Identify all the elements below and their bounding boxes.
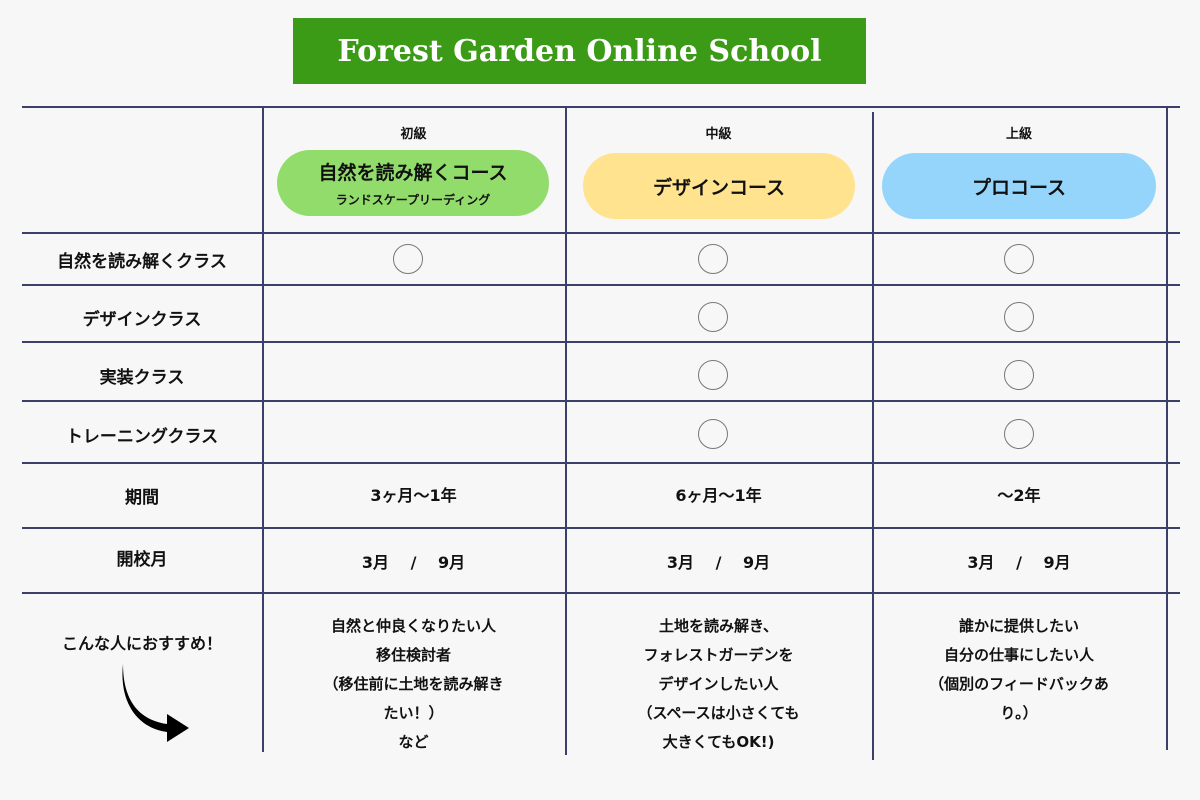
recommend-line: など <box>398 733 429 751</box>
circle-icon <box>1004 360 1034 390</box>
circle-icon <box>698 419 728 449</box>
column-divider <box>565 106 567 755</box>
curved-arrow-icon <box>115 662 195 742</box>
course-pill: 自然を読み解くコースランドスケープリーディング <box>277 150 549 216</box>
recommend-line: （個別のフィードバックあ <box>929 675 1109 693</box>
row-label-recommend: こんな人におすすめ！ <box>61 634 222 653</box>
start-month-value: 3月 / 9月 <box>361 553 466 572</box>
recommend-line: たい！） <box>383 704 444 722</box>
row-divider <box>22 284 1180 286</box>
recommend-line: （スペースは小さくても <box>637 704 800 722</box>
column-divider <box>872 112 874 760</box>
recommend-line: 大きくてもOK!) <box>662 733 775 751</box>
row-divider <box>22 106 1180 108</box>
recommend-line: 土地を読み解き、 <box>659 617 778 635</box>
column-divider <box>262 106 264 752</box>
circle-icon <box>698 360 728 390</box>
circle-icon <box>1004 302 1034 332</box>
circle-icon <box>1004 244 1034 274</box>
course-level: 初級 <box>400 127 427 142</box>
row-label-period: 期間 <box>125 488 159 508</box>
circle-icon <box>1004 419 1034 449</box>
recommend-line: デザインしたい人 <box>658 675 779 693</box>
recommend-text: 土地を読み解き、 フォレストガーデンを デザインしたい人 （スペースは小さくても 大きく… <box>565 612 872 757</box>
row-divider <box>22 400 1180 402</box>
course-level: 上級 <box>1005 127 1032 142</box>
recommend-line: 自分の仕事にしたい人 <box>943 646 1094 664</box>
period-value: 〜2年 <box>997 486 1041 505</box>
course-name: デザインコース <box>652 176 786 199</box>
row-divider <box>22 232 1180 234</box>
row-divider <box>22 462 1180 464</box>
course-name: 自然を読み解くコース <box>318 162 508 184</box>
course-level: 中級 <box>705 127 732 142</box>
page-title: Forest Garden Online School <box>293 18 866 84</box>
column-divider <box>1166 106 1168 750</box>
circle-icon <box>393 244 423 274</box>
start-month-value: 3月 / 9月 <box>666 553 771 572</box>
recommend-line: り。） <box>1000 704 1038 722</box>
period-value: 6ヶ月〜1年 <box>675 486 762 505</box>
row-divider <box>22 592 1180 594</box>
course-pill: プロコース <box>882 153 1156 219</box>
recommend-line: 自然と仲良くなりたい人 <box>330 617 496 635</box>
recommend-line: 移住検討者 <box>375 646 451 664</box>
recommend-line: 誰かに提供したい <box>958 617 1079 635</box>
recommend-text: 誰かに提供したい 自分の仕事にしたい人 （個別のフィードバックあ り。） <box>872 612 1166 728</box>
recommend-text: 自然と仲良くなりたい人 移住検討者 （移住前に土地を読み解き たい！） など <box>262 612 565 757</box>
start-month-value: 3月 / 9月 <box>967 553 1071 572</box>
row-label: 実装クラス <box>99 368 185 388</box>
circle-icon <box>698 244 728 274</box>
course-subtitle: ランドスケープリーディング <box>335 193 491 207</box>
row-divider <box>22 341 1180 343</box>
course-name: プロコース <box>971 176 1067 199</box>
row-label-start: 開校月 <box>116 550 168 570</box>
recommend-line: （移住前に土地を読み解き <box>323 675 504 693</box>
period-value: 3ヶ月〜1年 <box>370 486 457 505</box>
row-divider <box>22 527 1180 529</box>
row-label: トレーニングクラス <box>65 427 219 447</box>
recommend-line: フォレストガーデンを <box>643 646 794 664</box>
row-label: デザインクラス <box>82 310 202 330</box>
row-label: 自然を読み解くクラス <box>57 252 227 272</box>
course-pill: デザインコース <box>583 153 855 219</box>
circle-icon <box>698 302 728 332</box>
